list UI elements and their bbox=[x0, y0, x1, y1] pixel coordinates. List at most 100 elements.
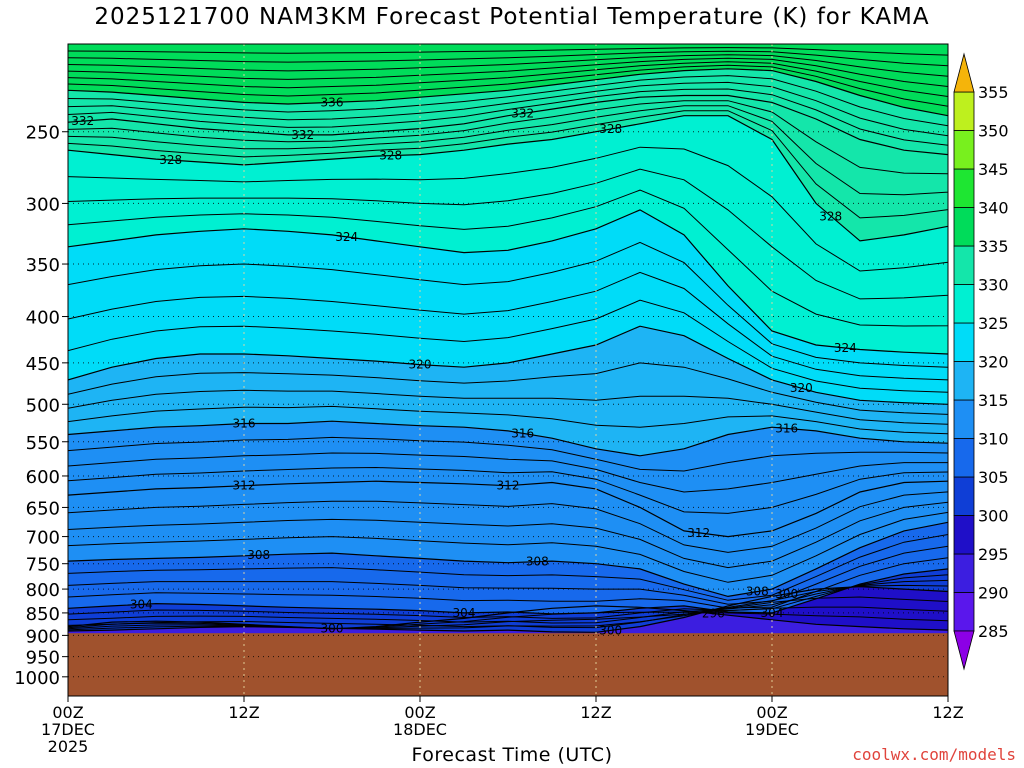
isentrope-label-312: 312 bbox=[497, 479, 520, 493]
isentrope-label-328: 328 bbox=[379, 149, 402, 163]
x-tick-label-60-0: 12Z bbox=[932, 703, 963, 722]
isentrope-label-300: 300 bbox=[599, 623, 622, 637]
colorbar-seg-315 bbox=[953, 361, 975, 401]
contour-304-2 bbox=[68, 545, 948, 605]
x-tick-label-0-1: 17DEC bbox=[41, 720, 95, 739]
colorbar-label-325: 325 bbox=[978, 314, 1009, 333]
isentrope-label-320: 320 bbox=[790, 381, 813, 395]
contour-304-1 bbox=[68, 557, 948, 609]
x-tick-label-12-0: 12Z bbox=[228, 703, 259, 722]
isentrope-label-328: 328 bbox=[819, 209, 842, 223]
colorbar-seg-285 bbox=[953, 592, 975, 632]
y-tick-label-650: 650 bbox=[26, 498, 60, 519]
colorbar-label-290: 290 bbox=[978, 584, 1009, 603]
watermark: coolwx.com/models bbox=[852, 745, 1016, 764]
contour-316-1 bbox=[68, 405, 948, 435]
y-tick-label-400: 400 bbox=[26, 308, 60, 329]
isentrope-label-312: 312 bbox=[233, 479, 256, 493]
y-tick-label-300: 300 bbox=[26, 194, 60, 215]
contour-304-3 bbox=[68, 533, 948, 601]
colorbar-label-285: 285 bbox=[978, 622, 1009, 641]
y-tick-label-1000: 1000 bbox=[14, 668, 60, 689]
contour-308-1 bbox=[68, 511, 948, 583]
isentrope-label-328: 328 bbox=[599, 122, 622, 136]
colorbar-seg-325 bbox=[953, 284, 975, 324]
x-tick-label-0-0: 00Z bbox=[52, 703, 83, 722]
isentrope-label-316: 316 bbox=[511, 426, 534, 440]
x-tick-label-24-0: 00Z bbox=[404, 703, 435, 722]
ground-layer bbox=[68, 633, 948, 696]
isentrope-label-312: 312 bbox=[687, 526, 710, 540]
colorbar-seg-350 bbox=[953, 91, 975, 131]
isentrope-label-316: 316 bbox=[233, 417, 256, 431]
band-332 bbox=[68, 68, 948, 155]
colorbar-label-310: 310 bbox=[978, 430, 1009, 449]
contour-300-3 bbox=[68, 574, 948, 619]
y-tick-label-950: 950 bbox=[26, 648, 60, 669]
x-tick-label-0-2: 2025 bbox=[48, 737, 89, 756]
colorbar-seg-345 bbox=[953, 130, 975, 170]
isentrope-label-332: 332 bbox=[291, 128, 314, 142]
colorbar-label-320: 320 bbox=[978, 353, 1009, 372]
isentrope-332 bbox=[68, 94, 948, 156]
grid-lines bbox=[67, 44, 949, 696]
contour-328-1 bbox=[68, 110, 948, 219]
contour-316-3 bbox=[68, 362, 948, 415]
x-tick-label-48-1: 19DEC bbox=[745, 720, 799, 739]
isentrope-label-304: 304 bbox=[130, 597, 153, 611]
contour-308-3 bbox=[68, 491, 948, 553]
colorbar-label-315: 315 bbox=[978, 391, 1009, 410]
upper-contour-5 bbox=[68, 50, 948, 67]
isentrope-label-308: 308 bbox=[526, 555, 549, 569]
isentrope-label-300: 300 bbox=[775, 587, 798, 601]
contour-316-2 bbox=[68, 389, 948, 425]
band-304 bbox=[68, 522, 948, 614]
y-tick-label-350: 350 bbox=[26, 255, 60, 276]
y-tick-label-450: 450 bbox=[26, 354, 60, 375]
isentrope-label-304: 304 bbox=[453, 606, 476, 620]
contour-308-2 bbox=[68, 501, 948, 569]
plot-axes: 2503003504004505005506006507007508008509… bbox=[14, 43, 964, 756]
colorbar-label-350: 350 bbox=[978, 122, 1009, 141]
isentrope-label-328: 328 bbox=[159, 153, 182, 167]
contour-332-1 bbox=[68, 88, 948, 146]
x-tick-label-36-0: 12Z bbox=[580, 703, 611, 722]
y-tick-label-850: 850 bbox=[26, 604, 60, 625]
band-324 bbox=[68, 115, 948, 354]
ground-fill bbox=[68, 633, 948, 696]
colorbar: 285 290 295 300 305 310 315 320 325 330 335 340 345 3… bbox=[953, 52, 1009, 671]
y-tick-label-700: 700 bbox=[26, 528, 60, 549]
colorbar-seg-330 bbox=[953, 245, 975, 285]
isentrope-label-308: 308 bbox=[247, 548, 270, 562]
y-tick-label-250: 250 bbox=[26, 123, 60, 144]
isentrope-label-308: 308 bbox=[746, 585, 769, 599]
y-tick-label-500: 500 bbox=[26, 395, 60, 416]
contour-332-3 bbox=[68, 75, 948, 127]
isentrope-label-332: 332 bbox=[511, 107, 534, 121]
isentrope-label-300: 300 bbox=[321, 621, 344, 635]
upper-contour-3 bbox=[68, 57, 948, 88]
y-tick-label-750: 750 bbox=[26, 555, 60, 576]
isentrope-label-320: 320 bbox=[409, 358, 432, 372]
colorbar-label-345: 345 bbox=[978, 160, 1009, 179]
y-tick-label-600: 600 bbox=[26, 467, 60, 488]
colorbar-seg-340 bbox=[953, 168, 975, 208]
colorbar-label-340: 340 bbox=[978, 199, 1009, 218]
colorbar-label-300: 300 bbox=[978, 507, 1009, 526]
isentrope-336 bbox=[68, 68, 948, 117]
contour-300-2 bbox=[68, 579, 948, 624]
upper-contour-4 bbox=[68, 54, 948, 77]
colorbar-label-305: 305 bbox=[978, 468, 1009, 487]
y-tick-label-550: 550 bbox=[26, 433, 60, 454]
colorbar-seg-320 bbox=[953, 322, 975, 362]
isentrope-label-296: 296 bbox=[702, 607, 725, 621]
isentrope-label-336: 336 bbox=[321, 95, 344, 109]
isentrope-label-304: 304 bbox=[761, 606, 784, 620]
band-328 bbox=[68, 95, 948, 241]
colorbar-top-arrow bbox=[953, 52, 975, 93]
colorbar-label-330: 330 bbox=[978, 276, 1009, 295]
colorbar-label-295: 295 bbox=[978, 545, 1009, 564]
isentrope-label-324: 324 bbox=[834, 341, 857, 355]
chart-title: 2025121700 NAM3KM Forecast Potential Tem… bbox=[94, 4, 930, 30]
isentrope-label-324: 324 bbox=[335, 230, 358, 244]
